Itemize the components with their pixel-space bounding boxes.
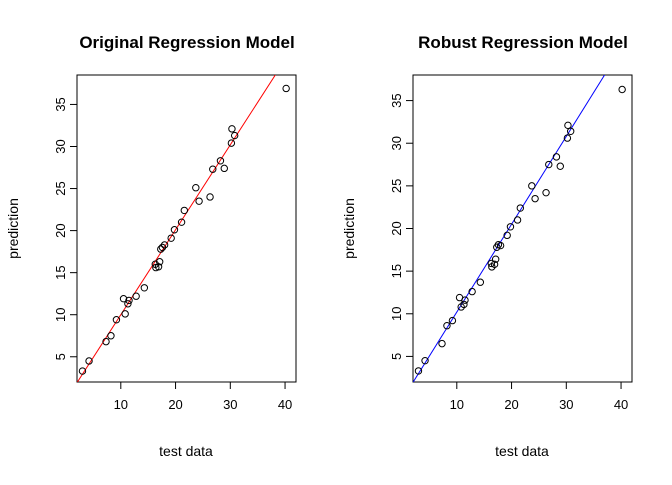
x-axis-label: test data [495, 443, 549, 459]
data-point [167, 234, 175, 242]
robust-model-panel: Robust Regression Model test data predic… [341, 33, 633, 459]
data-point [192, 184, 200, 192]
x-tick-label: 30 [223, 397, 237, 412]
data-point [461, 296, 469, 304]
data-point [220, 164, 228, 173]
data-point [85, 357, 93, 365]
chart-title: Original Regression Model [79, 33, 294, 52]
y-tick-label: 15 [53, 265, 68, 279]
regression-line [413, 75, 606, 382]
plot-area [413, 75, 626, 382]
y-tick-label: 35 [389, 93, 404, 107]
data-point [566, 127, 575, 135]
data-point [506, 223, 515, 231]
data-point [125, 296, 133, 305]
x-tick-label: 20 [168, 397, 182, 412]
data-point [177, 218, 186, 226]
data-point [545, 160, 553, 169]
data-point [140, 284, 149, 292]
data-point [448, 316, 457, 325]
data-point [468, 287, 476, 296]
y-tick-label: 20 [389, 221, 404, 235]
x-tick-label: 40 [614, 397, 628, 412]
y-tick-label: 30 [53, 139, 68, 153]
original-model-panel: Original Regression Model test data pred… [5, 33, 297, 459]
data-point [443, 322, 451, 330]
data-point [206, 193, 214, 201]
data-point [195, 197, 203, 205]
x-tick-label: 10 [450, 397, 464, 412]
y-tick-label: 35 [53, 97, 68, 111]
y-tick-label: 25 [53, 181, 68, 195]
data-point [112, 316, 121, 324]
data-point [490, 260, 499, 269]
data-point [216, 157, 225, 165]
data-point [542, 188, 550, 197]
data-point [528, 182, 536, 190]
y-axis-label: prediction [341, 198, 357, 259]
data-point [154, 263, 163, 271]
data-point [102, 337, 110, 346]
data-point [487, 259, 495, 268]
y-tick-label: 10 [389, 307, 404, 321]
data-point [503, 231, 511, 240]
data-point [414, 367, 423, 375]
y-tick-label: 15 [389, 264, 404, 278]
data-point [157, 245, 165, 253]
data-point [124, 300, 132, 308]
data-point [160, 241, 169, 249]
data-point [180, 206, 189, 215]
data-point [552, 153, 561, 161]
y-tick-label: 20 [53, 223, 68, 237]
data-point [556, 162, 564, 170]
data-point [282, 84, 290, 93]
data-point [531, 194, 539, 203]
x-tick-label: 40 [278, 397, 292, 412]
data-point [78, 367, 87, 375]
data-point [158, 243, 167, 252]
data-point [107, 332, 115, 340]
y-tick-label: 5 [389, 353, 404, 360]
data-point [516, 204, 525, 212]
data-point [170, 226, 179, 234]
data-point [476, 278, 485, 286]
data-point [491, 255, 500, 263]
y-tick-label: 10 [53, 307, 68, 321]
data-point [563, 134, 572, 142]
data-point [496, 241, 505, 250]
plot-frame [412, 74, 633, 383]
data-point [209, 165, 217, 173]
x-tick-label: 20 [504, 397, 518, 412]
chart-title: Robust Regression Model [418, 33, 628, 52]
x-tick-label: 30 [559, 397, 573, 412]
data-point [230, 131, 239, 140]
y-axis-label: prediction [5, 198, 21, 259]
y-tick-label: 5 [53, 353, 68, 360]
plot-area [77, 75, 290, 382]
data-point [564, 121, 572, 130]
data-point [513, 216, 522, 224]
plot-frame [76, 74, 297, 383]
data-point [618, 85, 626, 94]
data-point [132, 292, 140, 300]
data-point [460, 300, 468, 309]
y-tick-label: 30 [389, 136, 404, 150]
data-point [155, 258, 164, 266]
data-point [438, 339, 446, 348]
data-point [227, 139, 236, 147]
y-tick-label: 25 [389, 179, 404, 193]
data-point [228, 125, 236, 133]
x-tick-label: 10 [114, 397, 128, 412]
data-point [421, 356, 429, 365]
data-point [119, 295, 128, 303]
data-point [121, 310, 129, 318]
x-axis-label: test data [159, 443, 213, 459]
